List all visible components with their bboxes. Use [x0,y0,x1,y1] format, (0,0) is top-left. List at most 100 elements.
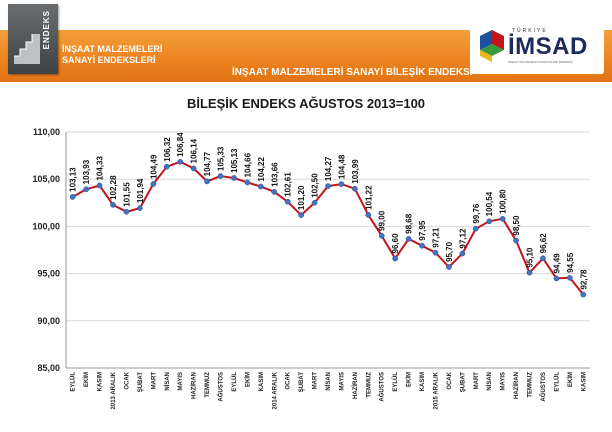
line-chart: 85,00 90,00 95,00 100,00 105,00 110,00 103,13… [32,127,590,409]
x-tick-label: EKİM [244,372,251,387]
x-tick-label: KASIM [581,372,587,391]
x-tick-label: 2013 ARALIK [111,371,117,409]
data-point [150,181,157,187]
data-label: 102,50 [311,173,320,198]
data-label: 104,48 [337,154,346,179]
data-point [526,269,533,276]
x-tick-label: EYLÜL [392,372,399,392]
x-tick-label: MAYIS [501,372,507,390]
data-label: 105,33 [217,146,226,171]
x-tick-label: OCAK [447,371,453,389]
data-label: 96,62 [539,233,548,254]
data-label: 97,95 [418,220,427,241]
x-axis: EYLÜL EKİM KASIM 2013 ARALIK OCAK ŞUBAT MART Nİ… [70,371,588,409]
data-point [486,218,493,225]
x-tick-label: TEMMUZ [366,372,372,398]
data-label: 101,20 [297,185,306,210]
data-label: 95,70 [445,241,454,262]
data-point [553,275,560,282]
x-tick-label: EKİM [83,372,90,387]
x-tick-label: NİSAN [486,372,493,391]
data-label: 101,22 [364,185,373,210]
x-tick-label: ŞUBAT [138,372,144,393]
x-tick-label: TEMMUZ [528,372,534,398]
data-label: 99,76 [472,203,481,224]
x-tick-label: HAZİRAN [191,372,198,399]
data-point [472,225,479,232]
stairs-icon [14,34,40,64]
x-tick-label: EYLÜL [553,372,560,392]
data-label: 104,49 [149,154,158,179]
x-tick-label: AĞUSTOS [378,372,386,402]
data-label: 103,99 [351,159,360,184]
x-tick-label: AĞUSTOS [217,372,225,402]
y-tick-label: 95,00 [37,269,60,279]
header-subtitle: İNŞAAT MALZEMELERİ SANAYİ BİLEŞİK ENDEKS… [232,67,473,78]
data-point [83,186,90,193]
series-markers [69,158,587,298]
data-point [311,199,318,206]
y-tick-label: 85,00 [37,363,60,373]
x-tick-label: OCAK [286,371,292,389]
header-title-line2: SANAYİ ENDEKSLERİ [62,55,156,65]
data-point [540,255,546,262]
data-label: 98,68 [405,213,414,234]
data-point [177,158,184,165]
x-tick-label: NİSAN [325,372,332,391]
data-label: 103,93 [82,159,91,184]
data-label: 103,13 [69,167,78,192]
data-label: 106,14 [190,138,199,163]
imsad-logo: TÜRKİYE İMSAD İNŞAAT MALZEMESİ SANAYİCİL… [470,22,604,74]
data-point [123,208,130,215]
x-tick-label: MAYIS [178,372,184,390]
x-tick-label: OCAK [124,371,130,389]
x-tick-label: MART [313,372,319,390]
data-label: 101,55 [122,182,131,207]
data-point [298,212,304,218]
y-tick-label: 100,00 [32,221,60,231]
header: ENDEKS İNŞAAT MALZEMELERİ SANAYİ ENDEKSL… [0,0,612,88]
chart-title: BİLEŞİK ENDEKS AĞUSTOS 2013=100 [186,96,426,111]
data-label: 102,28 [109,175,118,200]
header-title-line1: İNŞAAT MALZEMELERİ [62,44,163,54]
x-tick-label: AĞUSTOS [539,372,547,402]
data-label: 106,84 [176,132,185,157]
data-point [499,215,506,222]
data-point [432,249,439,256]
data-label: 103,66 [270,162,279,187]
data-point [163,163,170,170]
data-point [110,202,116,208]
x-tick-label: NİSAN [164,372,171,391]
x-tick-label: HAZİRAN [513,372,520,399]
data-label: 104,27 [324,156,333,181]
data-point [365,212,372,218]
y-tick-label: 110,00 [33,127,60,137]
data-label: 100,54 [485,191,494,216]
x-tick-label: 2015 ARALIK [433,371,439,409]
data-label: 96,60 [391,233,400,254]
brand-name: İMSAD [508,33,588,60]
data-point [137,205,143,211]
x-tick-label: TEMMUZ [205,372,211,398]
data-point [580,291,587,298]
data-point [378,232,385,239]
x-tick-label: EYLÜL [231,372,238,392]
x-tick-label: ŞUBAT [299,372,305,393]
data-label: 104,33 [96,156,105,181]
logo-text: ENDEKS [42,10,51,50]
data-label: 98,50 [512,215,521,236]
imsad-mark-icon [480,30,504,62]
data-point [231,175,237,181]
data-point [419,242,425,249]
data-labels: 103,13 103,93 104,33 102,28 101,55 101,94 104,… [69,132,589,290]
x-tick-label: 2014 ARALIK [272,371,278,409]
endeks-logo: ENDEKS [8,4,58,74]
brand-country: TÜRKİYE [512,28,548,34]
data-point [405,236,412,242]
data-point [459,250,466,257]
data-point [69,194,76,200]
data-label: 101,94 [136,178,145,203]
x-tick-label: EKİM [406,372,413,387]
data-point [513,237,519,244]
data-point [271,188,278,195]
